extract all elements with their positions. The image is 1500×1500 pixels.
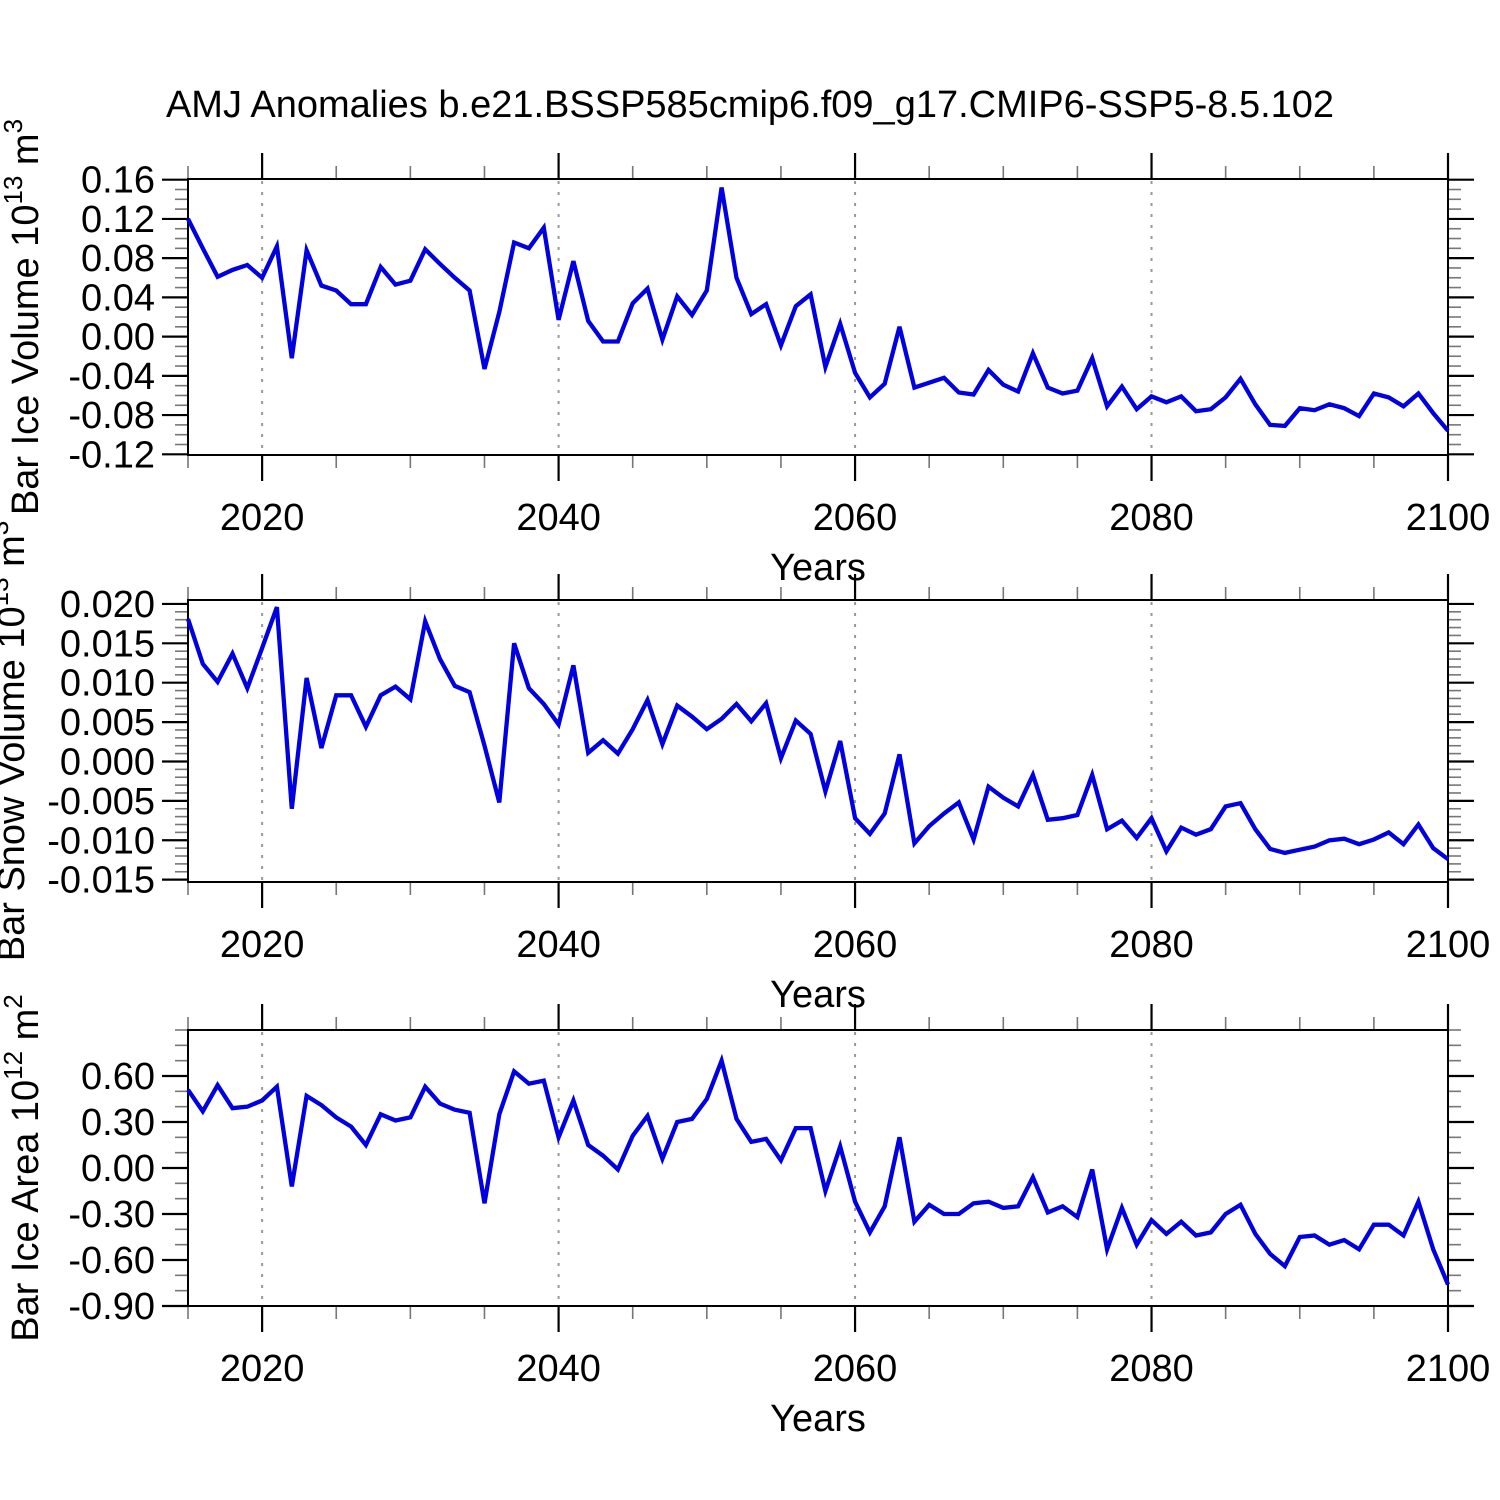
plot-frame <box>187 599 1449 883</box>
x-tick-label: 2100 <box>1406 1348 1491 1390</box>
plot-frame <box>187 1029 1449 1307</box>
x-tick-label: 2100 <box>1406 497 1491 539</box>
x-tick-label: 2080 <box>1109 1348 1194 1390</box>
y-tick-label: 0.00 <box>81 1148 155 1190</box>
x-tick-label: 2060 <box>813 1348 898 1390</box>
y-tick-label: -0.12 <box>68 434 155 476</box>
y-axis-title: Bar Ice Volume 1013 m3 <box>0 119 47 515</box>
x-axis-title: Years <box>770 547 866 589</box>
y-tick-label: 0.16 <box>81 160 155 202</box>
y-tick-labels: 0.600.300.00-0.30-0.60-0.90 <box>68 1056 155 1328</box>
y-axis-title: Bar Ice Area 1012 m2 <box>0 994 47 1342</box>
y-tick-label: 0.08 <box>81 238 155 280</box>
y-tick-label: -0.30 <box>68 1194 155 1236</box>
y-tick-label: 0.12 <box>81 199 155 241</box>
y-tick-label: -0.010 <box>47 820 155 862</box>
x-tick-label: 2020 <box>220 924 305 966</box>
x-tick-label: 2080 <box>1109 924 1194 966</box>
y-tick-label: 0.015 <box>60 623 155 665</box>
ice-area-line <box>186 1053 1450 1286</box>
y-tick-label: 0.005 <box>60 702 155 744</box>
y-tick-label: -0.08 <box>68 395 155 437</box>
x-tick-labels: 2020 2040 2060 2080 2100 <box>220 1348 1490 1390</box>
x-tick-labels: 2020 2040 2060 2080 2100 <box>220 497 1490 539</box>
y-tick-label: 0.60 <box>81 1056 155 1098</box>
x-tick-label: 2060 <box>813 924 898 966</box>
y-tick-labels: 0.0200.0150.0100.0050.000-0.005-0.010-0.… <box>47 584 155 902</box>
y-tick-label: 0.00 <box>81 317 155 359</box>
x-tick-label: 2020 <box>220 497 305 539</box>
snow-volume-line <box>185 606 1450 861</box>
x-tick-label: 2040 <box>516 1348 601 1390</box>
dashed-gridlines <box>261 602 1153 880</box>
ticks <box>162 1004 1474 1332</box>
ticks <box>162 574 1474 908</box>
y-tick-label: 0.30 <box>81 1102 155 1144</box>
chart-title: AMJ Anomalies b.e21.BSSP585cmip6.f09_g17… <box>165 84 1335 126</box>
y-tick-label: -0.90 <box>68 1286 155 1328</box>
x-tick-label: 2040 <box>516 497 601 539</box>
panel-snow-volume: 0.0200.0150.0100.0050.000-0.005-0.010-0.… <box>0 521 1490 1016</box>
x-tick-label: 2020 <box>220 1348 305 1390</box>
x-tick-labels: 2020 2040 2060 2080 2100 <box>220 924 1490 966</box>
y-tick-label: -0.015 <box>47 860 155 902</box>
x-tick-label: 2060 <box>813 497 898 539</box>
x-axis-title: Years <box>770 974 866 1016</box>
x-tick-label: 2040 <box>516 924 601 966</box>
plot-frame <box>187 178 1449 456</box>
y-tick-label: 0.000 <box>60 741 155 783</box>
y-tick-label: -0.005 <box>47 781 155 823</box>
x-tick-label: 2100 <box>1406 924 1491 966</box>
x-axis-title: Years <box>770 1398 866 1440</box>
x-tick-label: 2080 <box>1109 497 1194 539</box>
ice-volume-line <box>186 187 1450 433</box>
y-tick-label: 0.04 <box>81 277 155 319</box>
y-tick-label: -0.60 <box>68 1240 155 1282</box>
dashed-gridlines <box>261 181 1153 453</box>
y-tick-label: 0.010 <box>60 663 155 705</box>
y-tick-label: -0.04 <box>68 356 155 398</box>
ticks <box>162 153 1474 481</box>
y-tick-labels: 0.160.120.080.040.00-0.04-0.08-0.12 <box>68 160 155 477</box>
y-tick-label: 0.020 <box>60 584 155 626</box>
y-axis-title: Bar Snow Volume 1013 m3 <box>0 521 33 962</box>
dashed-gridlines <box>261 1032 1153 1304</box>
